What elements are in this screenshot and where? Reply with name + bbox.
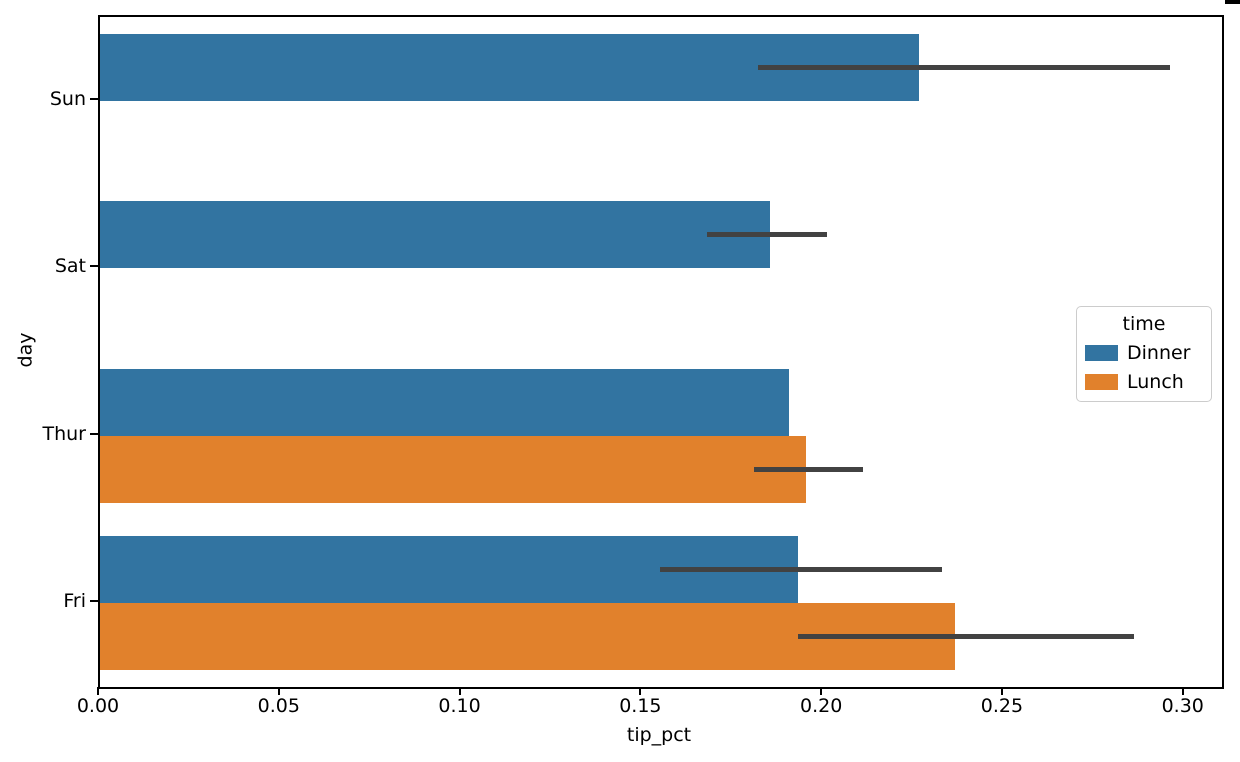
x-tick-label: 0.05	[257, 695, 300, 717]
legend-label: Dinner	[1127, 342, 1191, 364]
error-bar-sat-dinner	[707, 232, 827, 238]
x-tick-label: 0.25	[980, 695, 1024, 717]
legend-swatch-dinner	[1085, 345, 1118, 361]
bar-sat-dinner	[100, 201, 771, 269]
legend-label: Lunch	[1127, 371, 1184, 393]
x-tick-mark	[97, 687, 99, 695]
y-tick-label-sat: Sat	[54, 255, 86, 278]
y-tick-mark	[90, 600, 98, 603]
legend-title: time	[1122, 313, 1166, 335]
x-axis-label: tip_pct	[626, 724, 692, 746]
y-tick-label-thur: Thur	[42, 422, 86, 445]
error-bar-sun-dinner	[758, 64, 1171, 70]
y-tick-label-fri: Fri	[63, 590, 86, 613]
x-tick-label: 0.15	[619, 695, 662, 717]
x-tick-label: 0.20	[800, 695, 843, 717]
bar-thur-lunch	[100, 435, 806, 503]
x-tick-label: 0.00	[76, 695, 120, 717]
error-bar-fri-lunch	[797, 634, 1135, 640]
x-tick-mark	[277, 687, 280, 695]
error-bar-fri-dinner	[660, 567, 943, 573]
x-tick-label: 0.10	[438, 695, 481, 717]
legend: time Dinner Lunch	[1076, 306, 1212, 402]
legend-entry-dinner: Dinner	[1085, 342, 1203, 364]
legend-entry-lunch: Lunch	[1085, 371, 1203, 393]
x-tick-mark	[820, 687, 823, 695]
legend-swatch-lunch	[1085, 374, 1118, 390]
legend-rows: Dinner Lunch	[1085, 342, 1203, 393]
x-tick-mark	[1000, 687, 1003, 695]
x-tick-mark	[1181, 687, 1184, 695]
y-tick-mark	[90, 432, 98, 435]
x-tick-mark	[639, 687, 642, 695]
y-tick-label-sun: Sun	[49, 87, 86, 110]
error-bar-thur-lunch	[754, 466, 863, 472]
x-tick-label: 0.30	[1161, 695, 1204, 717]
plot-area	[98, 15, 1224, 689]
bar-thur-dinner	[100, 368, 789, 436]
y-tick-mark	[90, 97, 98, 100]
screen-artifact	[1225, 0, 1240, 4]
y-tick-mark	[90, 265, 98, 268]
x-tick-mark	[458, 687, 461, 695]
y-axis-label: day	[14, 332, 37, 368]
